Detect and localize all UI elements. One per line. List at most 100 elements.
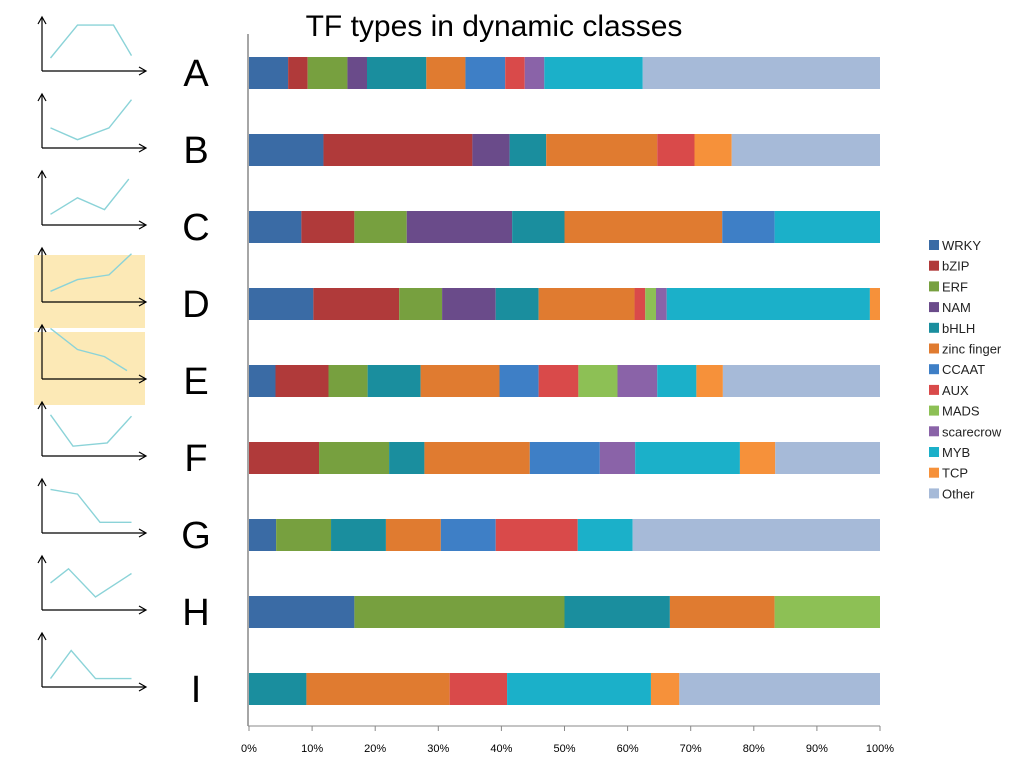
legend-item-myb: MYB bbox=[929, 445, 970, 460]
arrow-right-icon bbox=[138, 682, 148, 692]
bar-segment-D-11 bbox=[869, 288, 880, 320]
legend-item-ccaat: CCAAT bbox=[929, 362, 985, 377]
category-label-G: G bbox=[181, 515, 211, 557]
profile-trend-line bbox=[50, 567, 132, 598]
legend-swatch bbox=[929, 384, 939, 395]
bar-segment-H-2 bbox=[354, 596, 565, 628]
bar-segment-H-8 bbox=[774, 596, 880, 628]
arrow-up-icon bbox=[37, 92, 47, 102]
bar-segment-E-4 bbox=[367, 365, 421, 397]
bar-segment-C-3 bbox=[406, 211, 513, 243]
bar-segment-I-11 bbox=[650, 673, 680, 705]
x-tick-label: 50% bbox=[553, 743, 575, 755]
bar-segment-E-12 bbox=[722, 365, 880, 397]
bar-segment-H-5 bbox=[669, 596, 775, 628]
bar-segment-H-0 bbox=[249, 596, 355, 628]
bar-segment-B-3 bbox=[472, 134, 510, 166]
bar-segment-E-5 bbox=[420, 365, 500, 397]
bar-segment-I-10 bbox=[507, 673, 651, 705]
bar-segment-C-0 bbox=[249, 211, 302, 243]
legend-swatch bbox=[929, 447, 939, 457]
bar-segment-E-1 bbox=[275, 365, 329, 397]
bar-segment-F-6 bbox=[529, 442, 600, 474]
legend-item-nam: NAM bbox=[929, 300, 971, 315]
bar-segment-B-4 bbox=[509, 134, 547, 166]
bar-segment-G-5 bbox=[385, 519, 441, 551]
bar-segment-A-12 bbox=[642, 57, 880, 89]
category-label-I: I bbox=[191, 669, 202, 711]
arrow-up-icon bbox=[37, 15, 47, 25]
bar-segment-C-4 bbox=[512, 211, 565, 243]
bar-segment-C-1 bbox=[301, 211, 355, 243]
bar-segment-F-9 bbox=[599, 442, 636, 474]
bar-segment-C-5 bbox=[564, 211, 723, 243]
profile-G bbox=[37, 477, 148, 538]
profile-H bbox=[37, 554, 148, 615]
legend-label: AUX bbox=[942, 383, 969, 398]
bar-segment-E-7 bbox=[538, 365, 579, 397]
x-tick-label: 80% bbox=[743, 743, 765, 755]
category-label-A: A bbox=[183, 53, 209, 95]
arrow-right-icon bbox=[138, 66, 148, 76]
bar-segment-H-4 bbox=[564, 596, 670, 628]
legend-swatch bbox=[929, 260, 939, 271]
x-tick-label: 20% bbox=[364, 743, 386, 755]
profile-trend-line bbox=[50, 327, 128, 372]
x-tick-label: 90% bbox=[806, 743, 828, 755]
bar-segment-D-0 bbox=[249, 288, 314, 320]
legend-swatch bbox=[929, 405, 939, 416]
legend-label: MYB bbox=[942, 445, 970, 460]
bar-segment-A-9 bbox=[524, 57, 545, 89]
bar-segment-B-0 bbox=[249, 134, 324, 166]
bar-segment-D-2 bbox=[399, 288, 443, 320]
arrow-up-icon bbox=[37, 400, 47, 410]
bar-segment-B-5 bbox=[546, 134, 658, 166]
bar-segment-A-1 bbox=[288, 57, 308, 89]
bar-segment-F-4 bbox=[389, 442, 425, 474]
arrow-up-icon bbox=[37, 477, 47, 487]
legend-item-bzip: bZIP bbox=[929, 259, 969, 274]
chart-title: TF types in dynamic classes bbox=[306, 10, 683, 43]
legend-item-zinc-finger: zinc finger bbox=[929, 342, 1002, 357]
arrow-up-icon bbox=[37, 631, 47, 641]
legend-item-tcp: TCP bbox=[929, 466, 968, 481]
bar-segment-E-8 bbox=[578, 365, 618, 397]
bar-segment-G-7 bbox=[495, 519, 578, 551]
arrow-up-icon bbox=[37, 169, 47, 179]
legend-swatch bbox=[929, 240, 939, 250]
axes: 0% 10% 20% 30% 40% 50% 60% 70% 80% 90% 100% bbox=[241, 34, 894, 755]
bar-segment-D-3 bbox=[442, 288, 496, 320]
legend-item-scarecrow: scarecrow bbox=[929, 424, 1002, 439]
legend-swatch bbox=[929, 302, 939, 313]
bar-segment-D-7 bbox=[634, 288, 646, 320]
legend-label: NAM bbox=[942, 300, 971, 315]
x-tick-label: 30% bbox=[427, 743, 449, 755]
bar-segment-G-12 bbox=[632, 519, 880, 551]
legend-label: MADS bbox=[942, 404, 980, 419]
legend-swatch bbox=[929, 426, 939, 437]
profile-I bbox=[37, 631, 148, 692]
bar-segment-B-1 bbox=[323, 134, 473, 166]
legend-label: ERF bbox=[942, 279, 968, 294]
bar-segment-D-10 bbox=[666, 288, 870, 320]
legend-swatch bbox=[929, 322, 939, 333]
bar-segment-F-11 bbox=[739, 442, 776, 474]
legend-swatch bbox=[929, 364, 939, 375]
legend-item-bhlh: bHLH bbox=[929, 321, 975, 336]
bar-segment-A-7 bbox=[505, 57, 525, 89]
arrow-up-icon bbox=[37, 323, 47, 333]
bar-segment-A-5 bbox=[426, 57, 466, 89]
bar-segment-I-5 bbox=[306, 673, 450, 705]
legend: WRKY bZIP ERF NAM bHLH zinc finger CCAAT AUX MAD… bbox=[929, 238, 1002, 501]
bar-segment-E-11 bbox=[696, 365, 723, 397]
bar-segment-I-12 bbox=[679, 673, 880, 705]
arrow-right-icon bbox=[138, 605, 148, 615]
profile-trend-line bbox=[50, 178, 130, 215]
category-label-C: C bbox=[182, 207, 209, 249]
bar-segment-C-6 bbox=[722, 211, 775, 243]
category-label-D: D bbox=[182, 284, 209, 326]
x-tick-label: 70% bbox=[680, 743, 702, 755]
legend-item-other: Other bbox=[929, 486, 975, 501]
bar-segment-A-2 bbox=[307, 57, 348, 89]
